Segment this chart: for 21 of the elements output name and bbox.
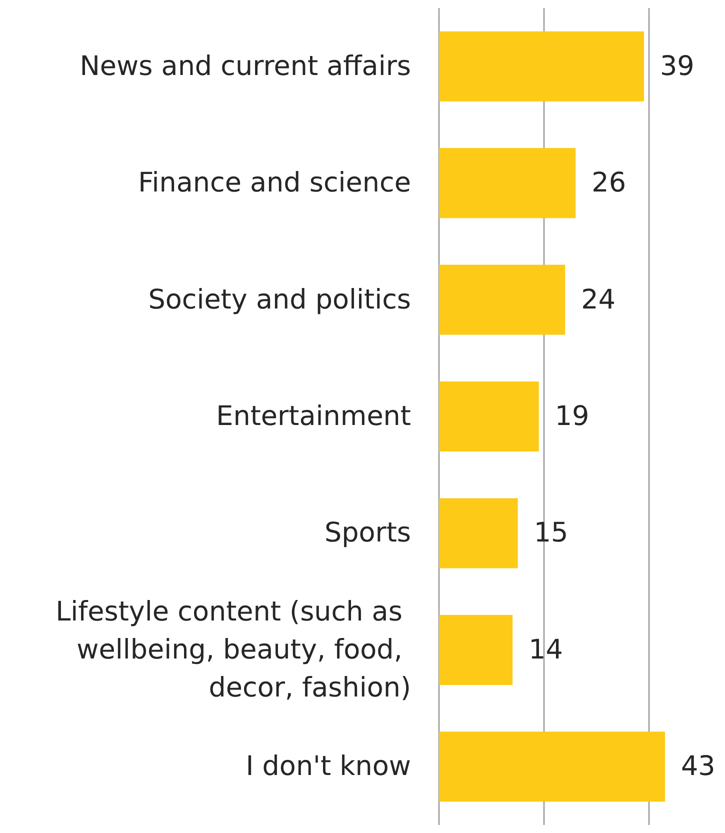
bar [439,31,644,102]
bar [439,732,665,802]
y-tick-label: Entertainment [216,401,411,432]
data-label: 39 [660,50,694,82]
bar [439,264,566,335]
y-tick-label: Society and politics [148,284,411,316]
bar [439,498,518,568]
data-label: 14 [528,634,563,666]
data-label: 15 [534,518,568,549]
y-tick-label: Finance and science [138,168,411,199]
y-tick-label: I don't know [246,751,411,782]
bar [439,381,539,452]
bar [439,148,576,218]
bar [439,614,513,685]
y-tick-label: Sports [324,518,411,549]
data-label: 43 [681,751,716,782]
y-tick-label: News and current affairs [80,50,411,82]
data-label: 24 [581,284,616,316]
data-label: 26 [592,168,626,199]
y-tick-label: Lifestyle content (such as wellbeing, beauty, food, decor, fashion) [56,596,411,704]
data-label: 19 [554,401,590,432]
